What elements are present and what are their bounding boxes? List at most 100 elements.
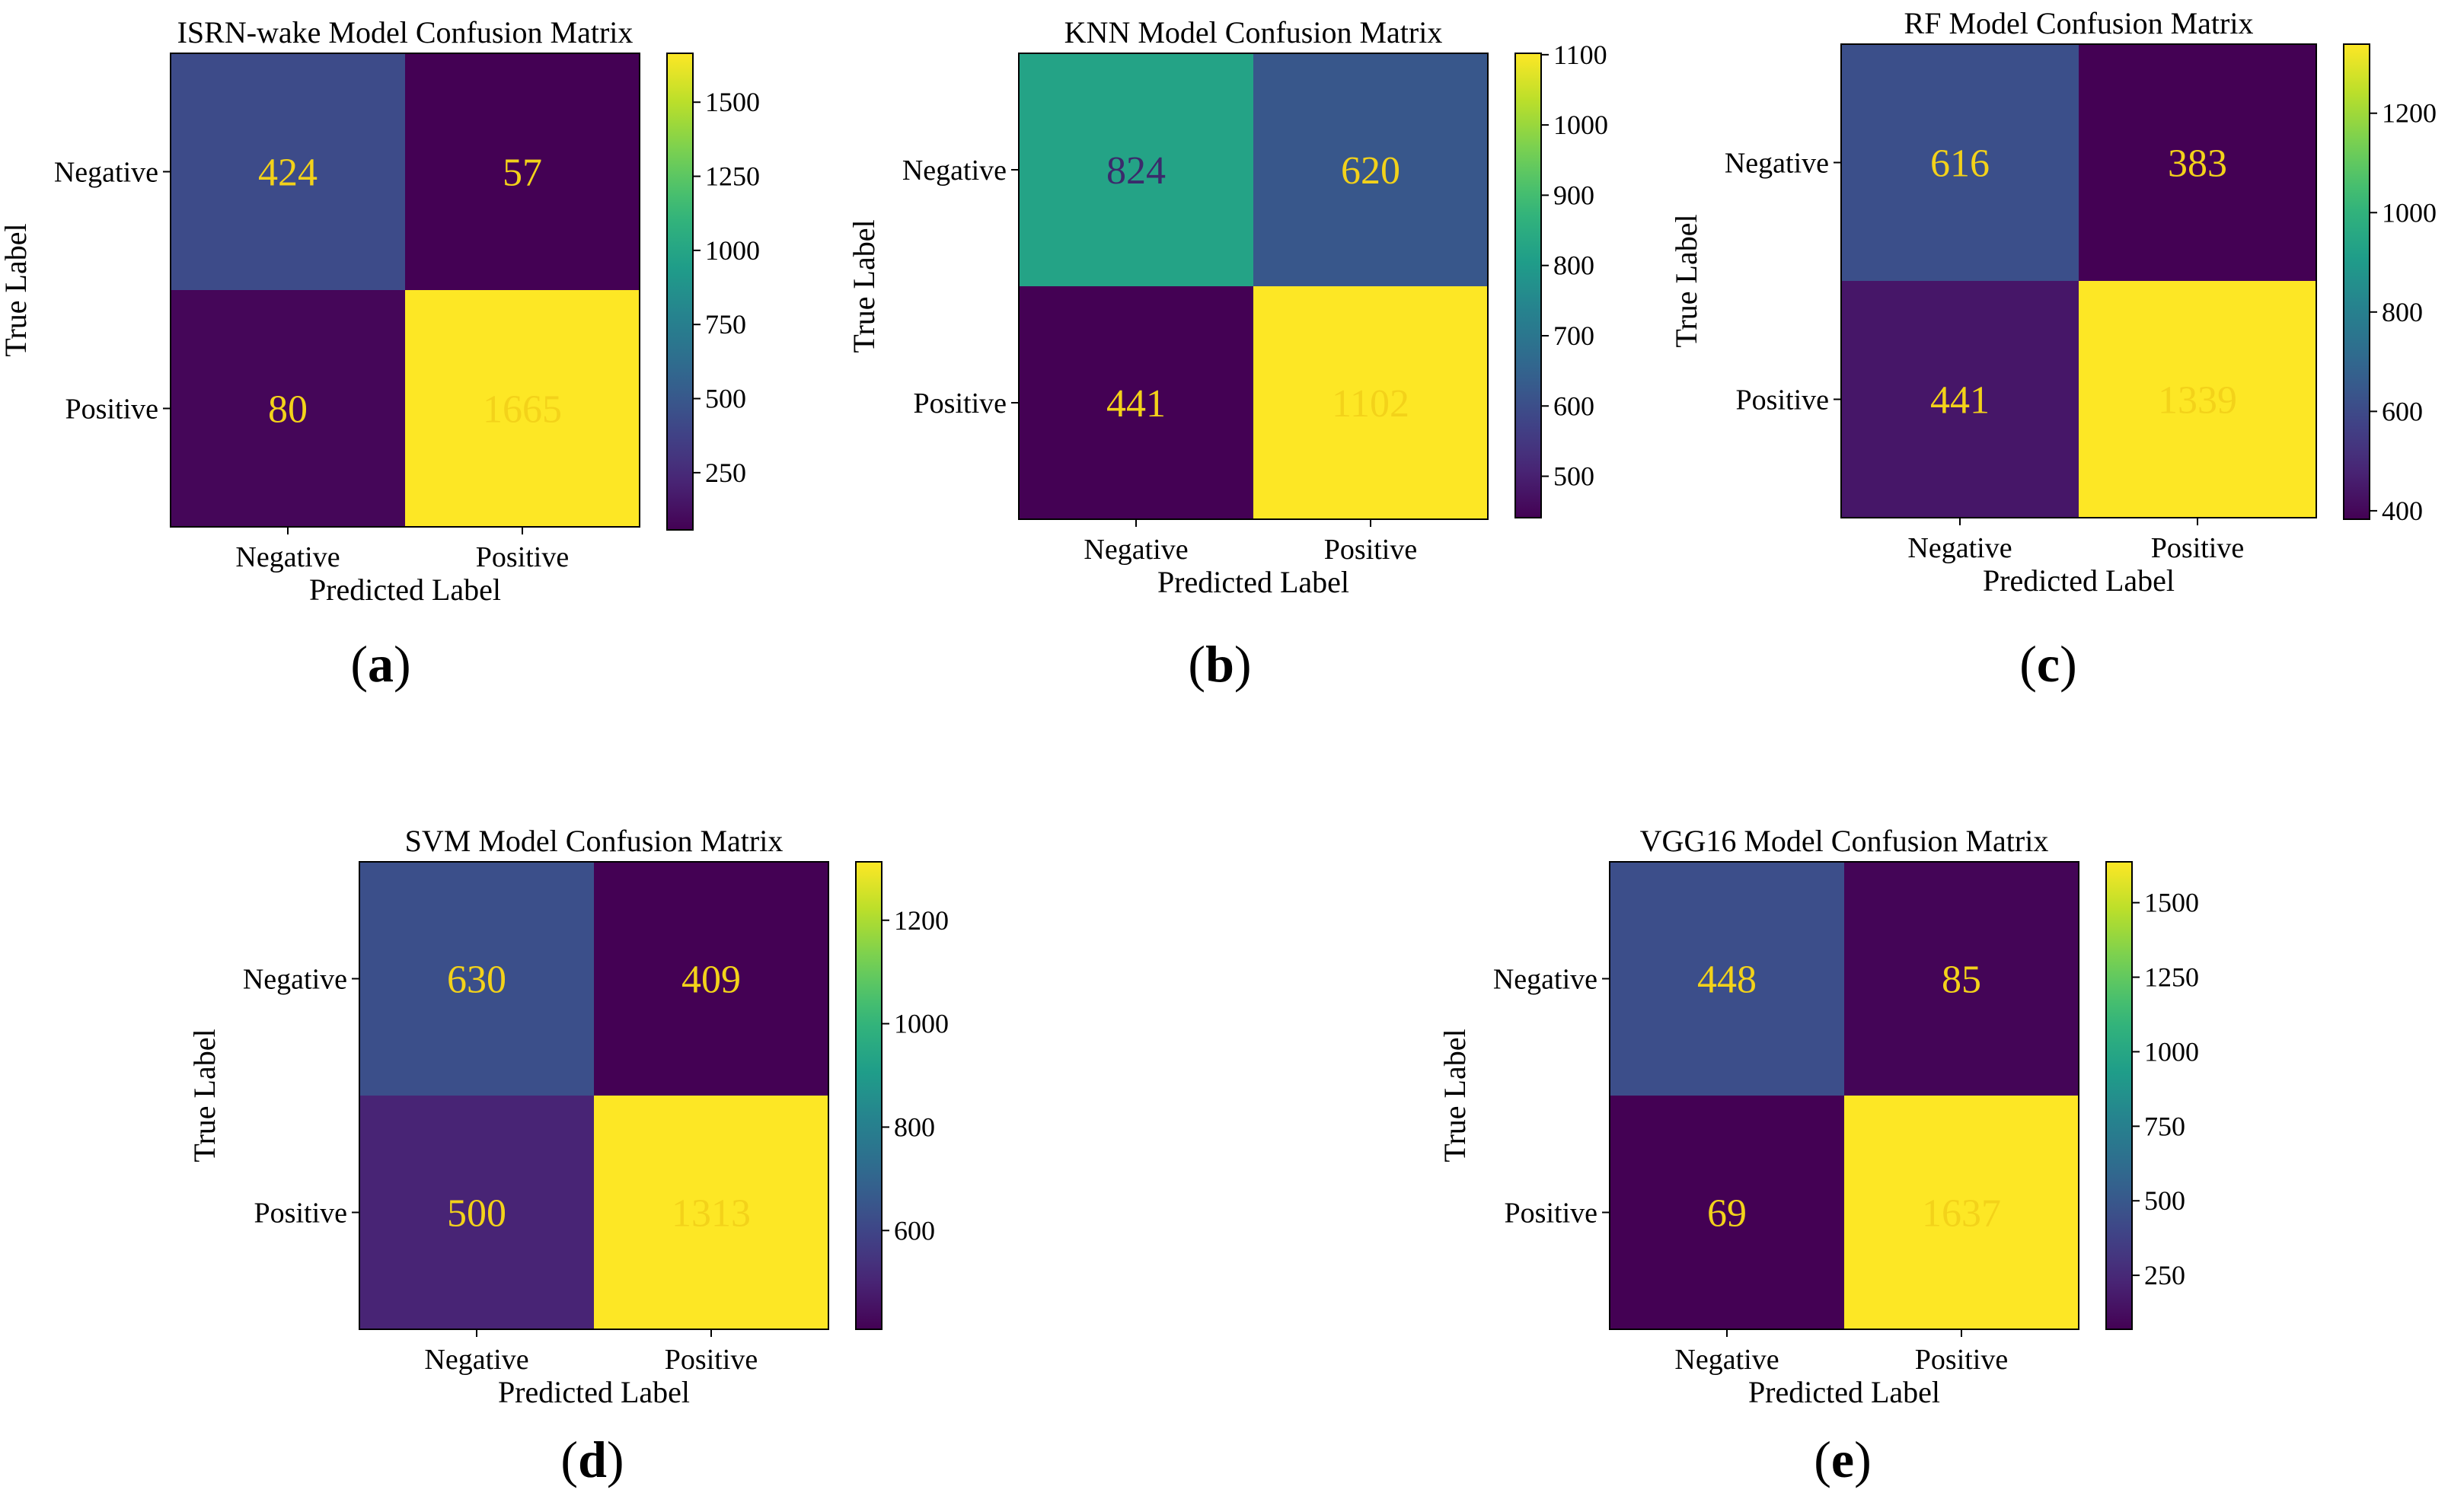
confusion-matrix-panel-d: SVM Model Confusion Matrix 630 409 500 1313 N…	[187, 824, 949, 1488]
chart-title: ISRN-wake Model Confusion Matrix	[177, 15, 634, 49]
colorbar-tick-label: 1000	[2382, 197, 2437, 228]
panel-letter: a	[368, 635, 394, 693]
x-tick-label: Negative	[235, 541, 340, 573]
colorbar-tick-label: 1000	[1553, 110, 1608, 140]
cell-value-label: 824	[1106, 149, 1166, 193]
y-tick-label: Negative	[1493, 964, 1597, 996]
plot-frame	[1609, 861, 2079, 1330]
colorbar	[855, 861, 882, 1330]
colorbar-tick-label: 750	[705, 309, 746, 340]
heatmap-cell	[1019, 286, 1253, 519]
colorbar	[1514, 53, 1542, 518]
plot-frame	[1840, 43, 2317, 518]
colorbar-tick-label: 1500	[705, 87, 760, 117]
colorbar-tick-label: 1100	[1553, 40, 1607, 70]
x-axis-label: Predicted Label	[1983, 563, 2175, 598]
colorbar-tick-label: 1250	[705, 161, 760, 192]
cell-value-label: 409	[681, 959, 741, 1002]
cell-value-label: 1339	[2158, 379, 2237, 423]
cell-value-label: 500	[447, 1192, 506, 1236]
heatmap-cell	[405, 290, 640, 527]
heatmap-cell	[359, 862, 594, 1096]
y-axis-label: True Label	[0, 223, 33, 356]
x-tick-label: Positive	[1324, 534, 1417, 566]
cell-value-label: 448	[1697, 959, 1757, 1002]
confusion-matrix-panel-b: KNN Model Confusion Matrix 824 620 441 1102 N…	[847, 15, 1608, 693]
cell-value-label: 69	[1707, 1192, 1747, 1236]
chart-title: KNN Model Confusion Matrix	[1064, 15, 1443, 49]
cell-value-label: 1102	[1332, 382, 1409, 426]
x-tick-label: Negative	[1084, 534, 1188, 566]
y-tick-label: Negative	[243, 964, 347, 996]
heatmap-cell	[1610, 862, 1844, 1096]
x-tick-label: Positive	[2151, 532, 2244, 564]
heatmap-cell	[1253, 286, 1488, 519]
colorbar-tick-label: 1000	[2144, 1036, 2199, 1067]
colorbar-tick-label: 600	[1553, 391, 1594, 421]
y-tick-label: Negative	[902, 155, 1007, 187]
heatmap-cell	[1841, 281, 2079, 518]
x-axis-label: Predicted Label	[309, 573, 501, 607]
cell-value-label: 1665	[483, 388, 562, 432]
panel-label: (d)	[560, 1431, 624, 1488]
colorbar-tick-label: 1500	[2144, 888, 2199, 918]
colorbar-tick-label: 1200	[2382, 98, 2437, 129]
y-axis-label: True Label	[1669, 214, 1703, 347]
confusion-matrix-panel-c: RF Model Confusion Matrix 616 383 441 1339 Ne…	[1669, 6, 2437, 693]
colorbar-tick-label: 500	[2144, 1185, 2185, 1216]
y-axis-label: True Label	[847, 219, 881, 352]
heatmap-cell	[359, 1096, 594, 1329]
y-tick-label: Positive	[254, 1198, 347, 1230]
colorbar	[2105, 861, 2133, 1330]
heatmap-cell	[1253, 53, 1488, 286]
y-axis-label: True Label	[187, 1029, 222, 1162]
y-tick-label: Positive	[914, 388, 1007, 419]
colorbar-tick-label: 250	[705, 458, 746, 488]
panel-letter: e	[1831, 1431, 1854, 1488]
cell-value-label: 383	[2168, 142, 2227, 186]
colorbar-tick-label: 400	[2382, 496, 2423, 526]
colorbar-tick-label: 1000	[705, 235, 760, 266]
cell-value-label: 80	[268, 388, 308, 432]
heatmap-cell	[1841, 44, 2079, 281]
colorbar-tick-label: 800	[894, 1112, 935, 1142]
confusion-matrix-panel-a: ISRN-wake Model Confusion Matrix 424 57 80 1…	[0, 15, 760, 693]
x-tick-label: Positive	[476, 541, 569, 573]
x-tick-label: Negative	[1907, 532, 2012, 564]
panel-label: (a)	[350, 635, 410, 693]
heatmap-cell	[1019, 53, 1253, 286]
cell-value-label: 441	[1930, 379, 1990, 423]
colorbar	[2343, 43, 2370, 520]
panel-letter: d	[578, 1431, 607, 1488]
panel-letter: c	[2037, 635, 2060, 693]
panel-label: (c)	[2019, 635, 2077, 693]
colorbar-tick-label: 1250	[2144, 962, 2199, 993]
cell-value-label: 616	[1930, 142, 1990, 186]
colorbar-tick-label: 750	[2144, 1111, 2185, 1141]
x-tick-label: Negative	[424, 1344, 528, 1376]
cell-value-label: 85	[1942, 959, 1981, 1002]
colorbar-tick-label: 600	[894, 1215, 935, 1246]
plot-frame	[1018, 53, 1489, 520]
panel-letter: b	[1205, 635, 1234, 693]
cell-value-label: 630	[447, 959, 506, 1002]
heatmap-cell	[1844, 862, 2079, 1096]
heatmap-cell	[1610, 1096, 1844, 1329]
heatmap-cell	[171, 53, 405, 290]
colorbar-tick-label: 800	[1553, 250, 1594, 281]
y-tick-label: Positive	[1505, 1198, 1597, 1230]
y-tick-label: Negative	[1725, 148, 1829, 180]
heatmap-cell	[594, 862, 828, 1096]
heatmap-cell	[171, 290, 405, 527]
x-axis-label: Predicted Label	[1748, 1375, 1940, 1409]
cell-value-label: 441	[1106, 382, 1166, 426]
chart-title: SVM Model Confusion Matrix	[405, 824, 784, 858]
colorbar-tick-label: 1000	[894, 1009, 949, 1039]
heatmap-cell	[2079, 44, 2316, 281]
colorbar-tick-label: 250	[2144, 1260, 2185, 1290]
colorbar-tick-label: 1200	[894, 905, 949, 936]
panel-label: (b)	[1188, 635, 1251, 693]
colorbar-tick-label: 500	[1553, 461, 1594, 492]
heatmap-cell	[1844, 1096, 2079, 1329]
